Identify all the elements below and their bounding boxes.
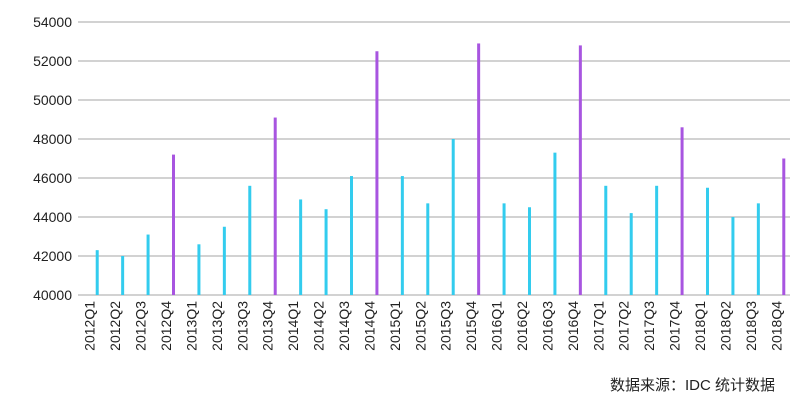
x-tick-label: 2012Q1 <box>82 301 98 351</box>
bar <box>655 185 659 295</box>
bar <box>146 234 150 295</box>
x-tick-label: 2016Q1 <box>489 301 505 351</box>
y-tick-label: 52000 <box>33 53 72 69</box>
bar <box>299 199 303 295</box>
bar <box>782 158 786 295</box>
x-tick-label: 2014Q4 <box>361 301 377 351</box>
bar <box>680 127 684 295</box>
x-tick-label: 2013Q3 <box>234 301 250 351</box>
x-tick-label: 2018Q1 <box>692 301 708 351</box>
x-tick-label: 2012Q3 <box>133 301 149 351</box>
bar <box>553 152 557 295</box>
bar <box>197 244 201 295</box>
bar <box>350 176 353 295</box>
x-tick-label: 2014Q2 <box>311 301 327 351</box>
bar <box>731 217 735 295</box>
bar <box>706 187 709 295</box>
x-tick-label: 2018Q3 <box>743 301 759 351</box>
bar <box>756 203 760 295</box>
x-tick-label: 2013Q1 <box>183 301 199 351</box>
x-tick-label: 2018Q4 <box>768 301 784 351</box>
x-tick-label: 2016Q4 <box>565 301 581 351</box>
y-tick-label: 50000 <box>33 92 72 108</box>
source-note: 数据来源：IDC 统计数据 <box>610 377 775 394</box>
x-tick-label: 2017Q1 <box>590 301 606 351</box>
x-tick-label: 2018Q2 <box>717 301 733 351</box>
bar <box>426 203 430 295</box>
bar <box>273 117 277 295</box>
bar <box>375 51 379 295</box>
bar <box>502 203 506 295</box>
y-tick-label: 44000 <box>33 209 72 225</box>
bar <box>400 176 404 295</box>
x-tick-label: 2015Q2 <box>412 301 428 351</box>
y-tick-label: 48000 <box>33 131 72 147</box>
bar <box>248 185 252 295</box>
y-tick-label: 42000 <box>33 248 72 264</box>
x-tick-label: 2016Q2 <box>514 301 530 351</box>
x-tick-label: 2015Q4 <box>463 301 479 351</box>
bar <box>604 185 608 295</box>
y-tick-label: 40000 <box>33 287 72 303</box>
x-tick-label: 2012Q4 <box>158 301 174 351</box>
x-tick-label: 2017Q2 <box>616 301 632 351</box>
y-tick-label: 54000 <box>33 14 72 30</box>
bar <box>477 43 481 296</box>
bar <box>222 226 226 295</box>
bar <box>629 213 633 295</box>
x-tick-label: 2015Q3 <box>438 301 454 351</box>
x-tick-label: 2017Q4 <box>667 301 683 351</box>
x-tick-label: 2017Q3 <box>641 301 657 351</box>
bar <box>451 139 455 295</box>
y-tick-label: 46000 <box>33 170 72 186</box>
x-tick-label: 2014Q3 <box>336 301 352 351</box>
bar <box>528 207 531 295</box>
x-tick-label: 2016Q3 <box>539 301 555 351</box>
x-tick-label: 2013Q4 <box>260 301 276 351</box>
bar <box>121 256 125 295</box>
x-tick-label: 2013Q2 <box>209 301 225 351</box>
x-tick-label: 2015Q1 <box>387 301 403 351</box>
bar <box>324 209 328 295</box>
bar <box>172 154 175 295</box>
x-tick-label: 2014Q1 <box>285 301 301 351</box>
bar <box>95 250 99 295</box>
x-tick-label: 2012Q2 <box>107 301 123 351</box>
bar <box>578 45 582 296</box>
